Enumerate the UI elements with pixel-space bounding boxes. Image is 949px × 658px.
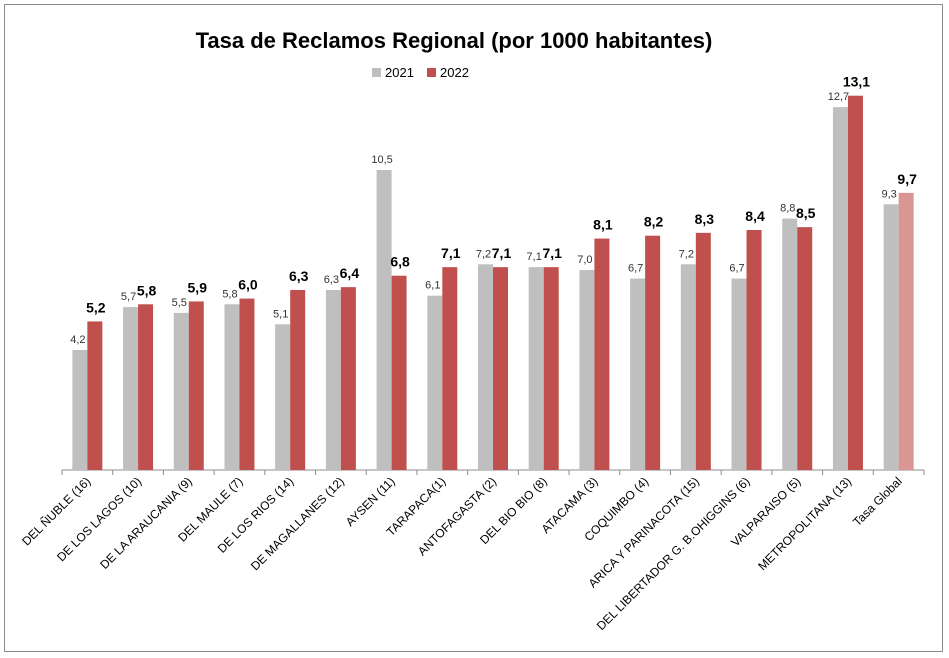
bar-2022 <box>695 232 711 470</box>
bar-2022 <box>746 230 762 470</box>
category-label: DE LA ARAUCANIA (9) <box>97 474 195 572</box>
data-label-2021: 6,7 <box>628 263 643 275</box>
data-label-2022: 8,1 <box>593 217 613 233</box>
data-label-2021: 7,2 <box>679 248 694 260</box>
bar-2022 <box>138 304 154 470</box>
bar-2022 <box>239 298 255 470</box>
bar-2022 <box>442 267 458 470</box>
bar-2022 <box>290 290 306 470</box>
bar-2021 <box>72 350 88 470</box>
category-label: AYSEN (11) <box>343 474 398 529</box>
x-axis-ticks <box>61 470 925 475</box>
bar-2022 <box>847 95 863 470</box>
data-label-2022: 8,4 <box>745 208 765 224</box>
data-label-2021: 5,8 <box>222 288 237 300</box>
data-label-2022: 6,8 <box>390 254 410 270</box>
bar-2021 <box>427 295 443 470</box>
data-label-2021: 6,3 <box>324 274 339 286</box>
bar-2022 <box>594 238 610 470</box>
bar-2021 <box>376 170 392 470</box>
category-labels: DEL ÑUBLE (16)DE LOS LAGOS (10)DE LA ARA… <box>19 474 904 633</box>
bar-2022 <box>543 267 559 470</box>
data-label-2022: 5,8 <box>137 282 157 298</box>
bar-2022 <box>645 235 661 470</box>
bar-2021 <box>579 270 595 470</box>
bar-2022 <box>797 227 813 470</box>
bar-2021 <box>528 267 544 470</box>
bar-2022 <box>391 275 407 470</box>
data-label-2022: 7,1 <box>441 245 461 261</box>
category-label: METROPOLITANA (13) <box>755 474 854 573</box>
bar-2021 <box>325 290 341 470</box>
bar-2021 <box>680 264 696 470</box>
chart-title: Tasa de Reclamos Regional (por 1000 habi… <box>196 28 713 53</box>
data-label-2022: 7,1 <box>542 245 562 261</box>
bar-2022 <box>340 287 356 470</box>
data-label-2022: 8,2 <box>644 214 664 230</box>
data-labels: 4,25,25,7 5,85,55,9 5,86,05,16,3 6,3 6,410,5… <box>70 74 917 346</box>
data-label-2022: 8,5 <box>796 205 816 221</box>
data-label-2021: 6,1 <box>425 280 440 292</box>
data-label-2021: 9,3 <box>881 188 896 200</box>
bar-2021 <box>224 304 240 470</box>
data-label-2022: 9,7 <box>897 171 917 187</box>
legend-swatch-2022 <box>427 68 436 77</box>
data-label-2022: 6,0 <box>238 277 258 293</box>
category-label: DE LOS LAGOS (10) <box>54 474 144 564</box>
bar-2021 <box>275 324 291 470</box>
category-label: DE MAGALLANES (12) <box>248 474 347 573</box>
data-label-2021: 5,7 <box>121 291 136 303</box>
data-label-2021: 7,2 <box>476 248 491 260</box>
data-label-2021: 5,5 <box>172 297 187 309</box>
data-label-2021: 10,5 <box>371 154 392 166</box>
data-label-2022: 13,1 <box>843 74 870 90</box>
bar-2021 <box>782 218 798 470</box>
bar-2022 <box>898 192 914 470</box>
data-label-2021: 7,1 <box>527 251 542 263</box>
bar-2021 <box>173 312 189 470</box>
bar-2021 <box>731 278 747 470</box>
legend-swatch-2021 <box>372 68 381 77</box>
data-label-2022: 8,3 <box>695 211 715 227</box>
bar-2022 <box>87 321 103 470</box>
data-label-2021: 5,1 <box>273 308 288 320</box>
data-label-2021: 7,0 <box>577 254 592 266</box>
data-label-2022: 6,3 <box>289 268 309 284</box>
legend: 2021 2022 <box>372 65 469 80</box>
bar-2021 <box>478 264 493 470</box>
data-label-2022: 5,2 <box>86 299 106 315</box>
data-label-2022: 7,1 <box>492 245 512 261</box>
bar-2021 <box>123 307 139 470</box>
data-label-2021: 4,2 <box>70 334 85 346</box>
data-label-2022: 5,9 <box>188 279 208 295</box>
bar-2022 <box>493 267 508 470</box>
bar-2021 <box>832 107 848 471</box>
legend-label-2022: 2022 <box>440 65 469 80</box>
category-label: Tasa Global <box>850 474 905 529</box>
bar-2021 <box>883 204 899 471</box>
bars <box>72 95 914 471</box>
bar-2021 <box>630 278 646 470</box>
bar-2022 <box>188 301 204 470</box>
data-label-2021: 6,7 <box>729 263 744 275</box>
data-label-2022: 6,4 <box>340 265 360 281</box>
legend-label-2021: 2021 <box>385 65 414 80</box>
data-label-2021: 8,8 <box>780 203 795 215</box>
data-label-2021: 12,7 <box>828 91 849 103</box>
